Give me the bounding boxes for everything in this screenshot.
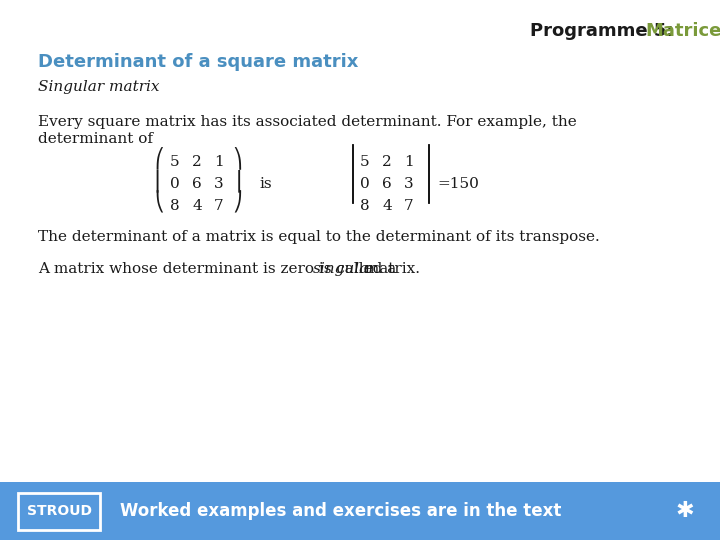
Text: 2: 2 — [192, 155, 202, 169]
Text: matrix.: matrix. — [360, 262, 420, 276]
Text: 7: 7 — [214, 199, 224, 213]
Text: Matrices: Matrices — [645, 22, 720, 40]
Text: ⎜: ⎜ — [154, 169, 164, 192]
Text: 1: 1 — [214, 155, 224, 169]
Text: ✱: ✱ — [675, 501, 694, 521]
Text: Worked examples and exercises are in the text: Worked examples and exercises are in the… — [120, 502, 562, 520]
Text: 7: 7 — [404, 199, 414, 213]
Text: A matrix whose determinant is zero is called a: A matrix whose determinant is zero is ca… — [38, 262, 401, 276]
Text: ⎠: ⎠ — [232, 191, 242, 213]
Text: The determinant of a matrix is equal to the determinant of its transpose.: The determinant of a matrix is equal to … — [38, 230, 600, 244]
Text: Every square matrix has its associated determinant. For example, the: Every square matrix has its associated d… — [38, 115, 577, 129]
Bar — [18, 493, 100, 530]
Text: ⎟: ⎟ — [232, 169, 242, 192]
Text: 4: 4 — [382, 199, 392, 213]
Text: 8: 8 — [360, 199, 370, 213]
Bar — [0, 482, 720, 540]
Text: 8: 8 — [170, 199, 180, 213]
Text: 0: 0 — [170, 177, 180, 191]
Text: =150: =150 — [437, 177, 479, 191]
Text: 1: 1 — [404, 155, 414, 169]
Text: 6: 6 — [382, 177, 392, 191]
Text: 2: 2 — [382, 155, 392, 169]
Text: 0: 0 — [360, 177, 370, 191]
Text: Programme 5:: Programme 5: — [530, 22, 686, 40]
Text: 3: 3 — [404, 177, 414, 191]
Text: ⎞: ⎞ — [232, 147, 242, 170]
Text: determinant of: determinant of — [38, 132, 153, 146]
Text: STROUD: STROUD — [27, 504, 91, 518]
Text: ⎛: ⎛ — [154, 147, 164, 170]
Text: 6: 6 — [192, 177, 202, 191]
Text: 5: 5 — [360, 155, 370, 169]
Text: 5: 5 — [170, 155, 180, 169]
Text: ⎝: ⎝ — [154, 191, 164, 213]
Text: 3: 3 — [214, 177, 224, 191]
Text: is: is — [259, 177, 271, 191]
Text: singular: singular — [313, 262, 377, 276]
Text: Singular matrix: Singular matrix — [38, 80, 160, 94]
Text: Determinant of a square matrix: Determinant of a square matrix — [38, 53, 359, 71]
Text: 4: 4 — [192, 199, 202, 213]
